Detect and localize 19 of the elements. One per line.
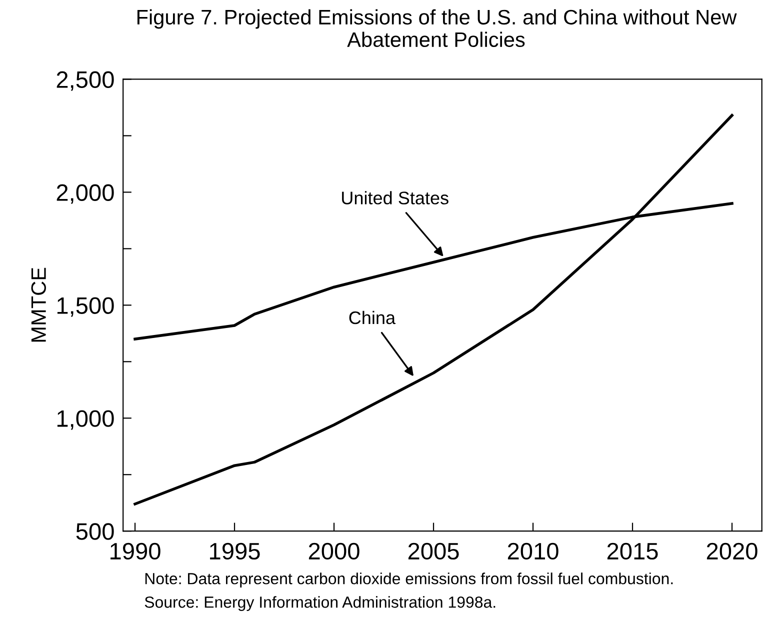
y-axis-title: MMTCE (31, 268, 46, 342)
y-tick-label: 1,500 (57, 297, 114, 317)
y-tick-label: 1,000 (57, 410, 114, 430)
x-tick-label: 1990 (110, 542, 160, 560)
y-tick-label: 2,500 (56, 71, 114, 91)
source-note: Source: Energy Information Administration 1998a. (144, 596, 496, 611)
x-tick-label: 2010 (508, 542, 558, 560)
y-tick-label: 2,000 (56, 184, 114, 204)
y-tick-label: 500 (76, 523, 114, 540)
chart-title: Figure 7. Projected Emissions of the U.S. and China without New Abatement Policies (137, 9, 737, 48)
annotation: United States (342, 191, 448, 204)
annotation: China (349, 310, 396, 324)
x-tick-label: 2005 (408, 542, 459, 560)
line-series (134, 114, 734, 506)
x-tick-label: 2020 (706, 542, 758, 560)
x-tick-label: 2000 (308, 542, 360, 560)
text: Note: Data represent carbon dioxide emissions from fossil fuel combustion. (145, 572, 673, 588)
x-tick-label: 2015 (607, 542, 658, 560)
x-tick-label: 1995 (210, 542, 260, 560)
